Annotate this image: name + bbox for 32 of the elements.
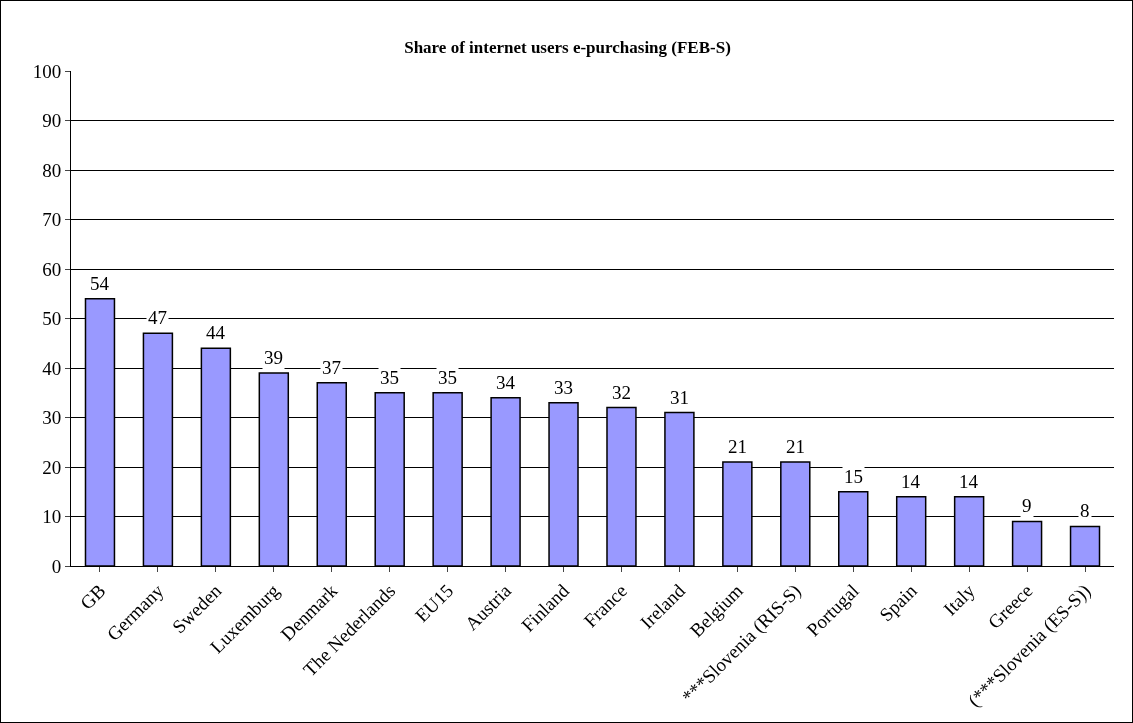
y-tick-label: 0 bbox=[51, 555, 62, 577]
data-label: 47 bbox=[148, 307, 167, 328]
data-label: 15 bbox=[844, 466, 863, 487]
data-label: 44 bbox=[206, 322, 226, 343]
data-label: 54 bbox=[90, 273, 110, 294]
y-tick-label: 80 bbox=[42, 159, 62, 181]
chart-title: Share of internet users e-purchasing (FEB-S) bbox=[404, 37, 731, 57]
data-label: 14 bbox=[901, 471, 921, 492]
x-tick-label: Italy bbox=[939, 579, 980, 620]
data-label: 9 bbox=[1022, 495, 1032, 516]
y-tick-label: 100 bbox=[32, 60, 62, 82]
data-label: 37 bbox=[322, 357, 341, 378]
y-tick-label: 90 bbox=[42, 110, 62, 132]
data-label: 21 bbox=[728, 436, 747, 457]
data-label: 33 bbox=[554, 377, 573, 398]
data-label: 14 bbox=[959, 471, 979, 492]
y-tick-label: 70 bbox=[42, 209, 62, 231]
data-label: 31 bbox=[670, 387, 689, 408]
data-label: 8 bbox=[1080, 500, 1090, 521]
data-label: 32 bbox=[612, 382, 631, 403]
data-label: 21 bbox=[786, 436, 805, 457]
x-tick-label: GB bbox=[75, 580, 110, 614]
y-tick-label: 10 bbox=[42, 506, 62, 528]
data-label: 34 bbox=[496, 372, 516, 393]
data-label: 39 bbox=[264, 347, 283, 368]
y-tick-label: 40 bbox=[42, 357, 62, 379]
y-tick-label: 50 bbox=[42, 308, 62, 330]
y-tick-label: 30 bbox=[42, 407, 62, 429]
data-label: 35 bbox=[380, 367, 399, 388]
y-tick-label: 60 bbox=[42, 258, 62, 280]
y-tick-label: 20 bbox=[42, 456, 62, 478]
data-label: 35 bbox=[438, 367, 457, 388]
